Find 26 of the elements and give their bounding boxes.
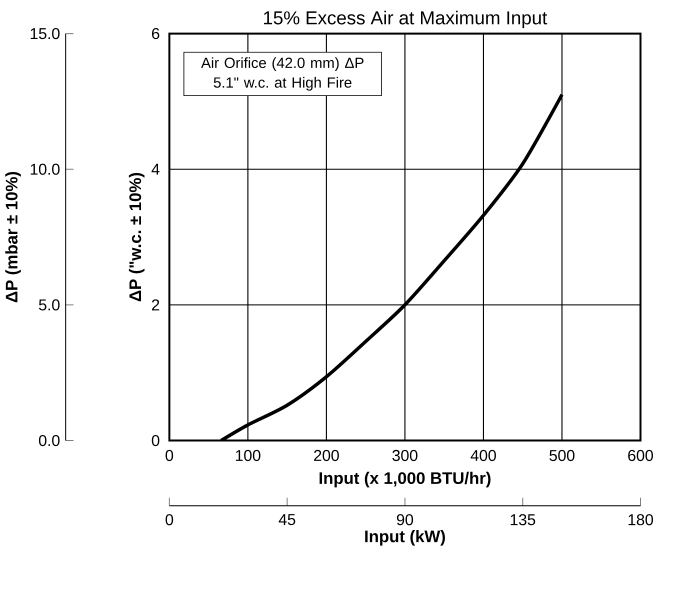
y2-tick-label: 15.0 [30, 28, 60, 40]
x2-tick-label: 0 [166, 514, 174, 526]
y2-tick-label: 10.0 [30, 164, 60, 175]
x2-tick-label: 180 [628, 514, 654, 526]
annotation: Air Orifice (42.0 mm) ΔP 5.1" w.c. at High Fire [201, 57, 364, 91]
y-tick-label: 6 [152, 28, 160, 40]
x2-axis-title: Input (kW) [365, 530, 445, 546]
x-tick-label: 600 [628, 450, 654, 462]
x-tick-label: 200 [314, 450, 339, 462]
y-tick-label: 4 [152, 164, 160, 175]
x-tick-label: 400 [470, 450, 496, 462]
y-axis-title: ΔP ("w.c. ± 10%) [128, 173, 144, 302]
chart-title: 15% Excess Air at Maximum Input [264, 10, 548, 28]
y2-axis-title: ΔP (mbar ± 10%) [5, 172, 21, 302]
y-tick-label: 2 [152, 300, 160, 311]
x-tick-label: 0 [166, 450, 174, 462]
x-tick-label: 500 [549, 450, 574, 462]
x-axis-title: Input (x 1,000 BTU/hr) [320, 472, 491, 488]
x2-tick-label: 90 [396, 514, 414, 526]
x2-tick-label: 135 [510, 514, 536, 526]
x-tick-label: 100 [236, 450, 260, 462]
x-tick-label: 300 [392, 450, 418, 462]
y2-tick-label: 5.0 [38, 299, 60, 311]
x2-tick-label: 45 [278, 514, 296, 526]
y2-tick-label: 0.0 [38, 435, 60, 446]
y-tick-label: 0 [152, 435, 160, 446]
